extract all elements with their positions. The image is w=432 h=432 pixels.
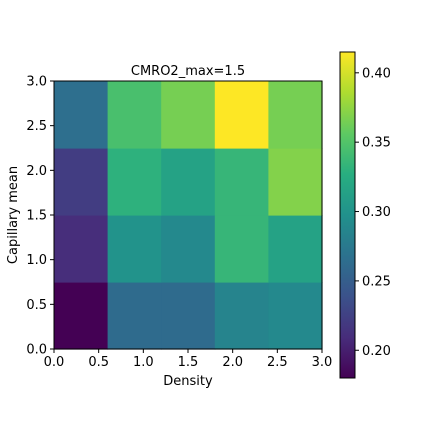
x-tick-label: 2.0 — [222, 355, 243, 370]
colorbar-tick-label: 0.30 — [362, 205, 391, 220]
x-tick-label: 0.5 — [88, 355, 109, 370]
heatmap-cell — [268, 215, 323, 283]
heatmap-cell — [107, 81, 162, 149]
y-tick-label: 0.0 — [26, 343, 47, 358]
heatmap-cells — [54, 81, 323, 350]
x-tick-label: 0.0 — [44, 355, 65, 370]
y-tick-label: 1.5 — [26, 209, 47, 224]
colorbar-tick-label: 0.25 — [362, 274, 391, 289]
heatmap-cell — [214, 81, 269, 149]
heatmap-cell — [161, 215, 216, 283]
colorbar — [339, 51, 356, 379]
heatmap-cell — [161, 282, 216, 350]
heatmap-cell — [107, 215, 162, 283]
heatmap-cell — [214, 282, 269, 350]
heatmap-cell — [161, 148, 216, 216]
x-tick-label: 3.0 — [312, 355, 333, 370]
y-tick-label: 0.5 — [26, 298, 47, 313]
x-tick-label: 1.5 — [178, 355, 199, 370]
chart-title: CMRO2_max=1.5 — [131, 64, 245, 79]
heatmap-cell — [107, 282, 162, 350]
heatmap-cell — [268, 148, 323, 216]
heatmap-cell — [54, 81, 109, 149]
x-tick-label: 1.0 — [133, 355, 154, 370]
heatmap-cell — [107, 148, 162, 216]
heatmap-cell — [214, 148, 269, 216]
colorbar-tick-label: 0.20 — [362, 344, 391, 359]
colorbar-tick-label: 0.35 — [362, 136, 391, 151]
heatmap-cell — [54, 282, 109, 350]
colorbar-axis: 0.20 0.25 0.30 0.35 0.40 — [355, 66, 391, 359]
y-tick-label: 1.0 — [26, 253, 47, 268]
heatmap-cell — [268, 282, 323, 350]
x-tick-label: 2.5 — [267, 355, 288, 370]
y-tick-label: 2.5 — [26, 119, 47, 134]
heatmap-cell — [161, 81, 216, 149]
y-axis: 0.0 0.5 1.0 1.5 2.0 2.5 3.0 — [26, 75, 54, 358]
y-axis-label: Capillary mean — [6, 166, 21, 264]
x-axis-label: Density — [163, 374, 213, 389]
heatmap-cell — [268, 81, 323, 149]
heatmap-cell — [54, 215, 109, 283]
x-axis: 0.0 0.5 1.0 1.5 2.0 2.5 3.0 — [44, 349, 333, 370]
heatmap-cell — [54, 148, 109, 216]
y-tick-label: 2.0 — [26, 164, 47, 179]
y-tick-label: 3.0 — [26, 75, 47, 90]
colorbar-tick-label: 0.40 — [362, 66, 391, 81]
heatmap-cell — [214, 215, 269, 283]
